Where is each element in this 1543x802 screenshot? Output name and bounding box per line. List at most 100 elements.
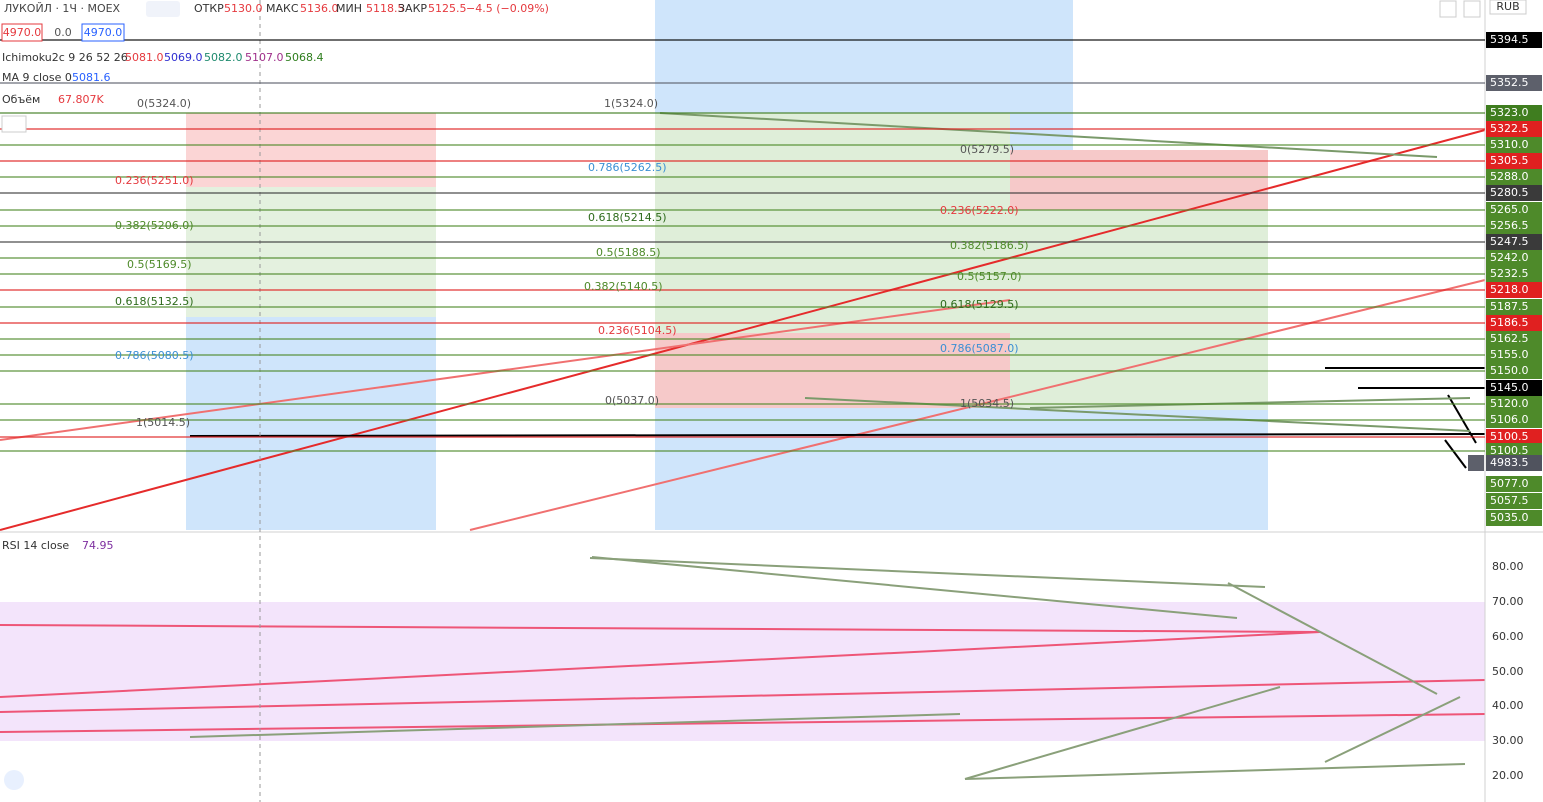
ohlc-label: ЗАКР: [398, 2, 427, 15]
price-label: 5242.0: [1490, 251, 1529, 264]
fib-label: 0.382(5140.5): [584, 280, 663, 293]
sell-button[interactable]: [1, 23, 43, 42]
rsi-line: [964, 763, 1466, 780]
maximize-button[interactable]: [1463, 0, 1481, 18]
price-label-box: [1486, 331, 1542, 347]
price-label: 5323.0: [1490, 106, 1529, 119]
price-label: 5035.0: [1490, 511, 1529, 524]
scroll-button[interactable]: [1439, 0, 1457, 18]
price-label: 5256.5: [1490, 219, 1529, 232]
price-label: 5218.0: [1490, 283, 1529, 296]
rsi-line: [589, 557, 1266, 588]
ohlc-value: 5118.5: [366, 2, 405, 15]
currency-box[interactable]: [1489, 0, 1527, 15]
price-label: 5232.5: [1490, 267, 1529, 280]
price-label: 5394.5: [1490, 33, 1529, 46]
fib-label: 0(5279.5): [960, 143, 1014, 156]
rsi-tick-label: 50.00: [1492, 665, 1524, 678]
price-label-box: [1486, 266, 1542, 282]
fib-label: 1(5034.5): [960, 397, 1014, 410]
ohlc-value: 5136.0: [300, 2, 339, 15]
price-label: 5305.5: [1490, 154, 1529, 167]
fib-label: 0.236(5104.5): [598, 324, 677, 337]
price-label: 5120.0: [1490, 397, 1529, 410]
price-label-box: [1486, 429, 1542, 445]
price-label: 5100.5: [1490, 444, 1529, 457]
sell-price[interactable]: 4970.0: [3, 26, 42, 39]
fib-label: 0.618(5214.5): [588, 211, 667, 224]
price-label: 5280.5: [1490, 186, 1529, 199]
indicator-value: 67.807K: [58, 93, 104, 106]
rsi-line: [0, 679, 1486, 713]
fib-label: 0.5(5188.5): [596, 246, 661, 259]
price-label: 5057.5: [1490, 494, 1529, 507]
collapse-button[interactable]: [1, 115, 27, 133]
price-label: 5352.5: [1490, 76, 1529, 89]
symbol: ЛУКОЙЛ · 1Ч · MOEX: [4, 2, 121, 15]
fib-label: 0.786(5087.0): [940, 342, 1019, 355]
zone: [1010, 410, 1268, 530]
rsi-line: [0, 713, 1486, 733]
price-label-box: [1486, 455, 1542, 471]
ohlc-label: МИН: [336, 2, 362, 15]
price-label: 5247.5: [1490, 235, 1529, 248]
icon[interactable]: [146, 1, 180, 17]
price-label: 5265.0: [1490, 203, 1529, 216]
drawings: [0, 112, 1486, 780]
price-label: 5187.5: [1490, 300, 1529, 313]
fib-label: 0.786(5262.5): [588, 161, 667, 174]
indicator-value: 74.95: [82, 539, 114, 552]
fib-label: 0.618(5132.5): [115, 295, 194, 308]
fib-label: 0.382(5186.5): [950, 239, 1029, 252]
rsi-line: [591, 556, 1238, 619]
price-label-box: [1486, 396, 1542, 412]
indicator-name: MA 9 close 0: [2, 71, 72, 84]
price-label: 4983.5: [1490, 456, 1529, 469]
indicator-value: 5107.0: [245, 51, 284, 64]
currency[interactable]: RUB: [1496, 0, 1519, 13]
price-label-box: [1486, 153, 1542, 169]
fib-label: 0.5(5157.0): [957, 270, 1022, 283]
add-button[interactable]: [1468, 455, 1484, 471]
price-label: 5077.0: [1490, 477, 1529, 490]
spread: 0.0: [54, 26, 72, 39]
rsi-line: [189, 713, 961, 738]
price-label-box: [1486, 363, 1542, 379]
rsi-tick-label: 30.00: [1492, 734, 1524, 747]
fib-label: 0.236(5222.0): [940, 204, 1019, 217]
change: −4.5 (−0.09%): [466, 2, 549, 15]
price-label-box: [1486, 75, 1542, 91]
price-label: 5162.5: [1490, 332, 1529, 345]
price-label: 5106.0: [1490, 413, 1529, 426]
price-label: 5310.0: [1490, 138, 1529, 151]
price-label-box: [1486, 380, 1542, 396]
price-label: 5155.0: [1490, 348, 1529, 361]
rsi-tick-label: 20.00: [1492, 769, 1524, 782]
price-label-box: [1486, 493, 1542, 509]
indicator-value: 5081.0: [125, 51, 164, 64]
price-label: 5186.5: [1490, 316, 1529, 329]
ohlc-label: МАКС: [266, 2, 299, 15]
ohlc-value: 5125.5: [428, 2, 467, 15]
price-label: 5150.0: [1490, 364, 1529, 377]
buy-price[interactable]: 4970.0: [84, 26, 123, 39]
fib-label: 0.786(5080.5): [115, 349, 194, 362]
price-label-box: [1486, 169, 1542, 185]
price-label-box: [1486, 202, 1542, 218]
price-label-box: [1486, 137, 1542, 153]
price-label-box: [1486, 32, 1542, 48]
price-label-box: [1486, 185, 1542, 201]
price-label-box: [1486, 218, 1542, 234]
indicator-name: Ichimoku2c 9 26 52 26: [2, 51, 128, 64]
price-label-box: [1486, 234, 1542, 250]
zone: [1010, 150, 1268, 210]
trend-line: [1444, 439, 1467, 469]
ohlc-label: ОТКР: [194, 2, 224, 15]
buy-button[interactable]: [81, 23, 125, 42]
price-label: 5288.0: [1490, 170, 1529, 183]
price-label-box: [1486, 250, 1542, 266]
fib-label: 0.5(5169.5): [127, 258, 192, 271]
fib-label: 1(5324.0): [604, 97, 658, 110]
rsi-line: [1227, 582, 1438, 695]
